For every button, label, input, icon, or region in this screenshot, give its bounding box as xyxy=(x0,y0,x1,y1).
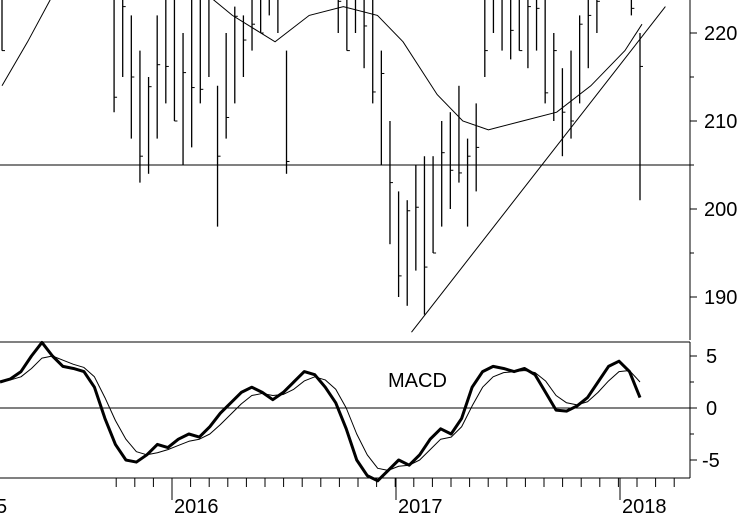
macd-tick-label: 0 xyxy=(706,398,717,420)
price-tick-label: 190 xyxy=(704,287,737,309)
price-bars-group xyxy=(1,0,643,315)
price-tick-label: 210 xyxy=(704,111,737,133)
macd-label: MACD xyxy=(388,370,447,392)
price-overlays-group xyxy=(0,0,690,333)
price-tick-label: 200 xyxy=(704,199,737,221)
macd-line xyxy=(0,340,642,483)
macd-tick-label: 5 xyxy=(706,346,717,368)
time-x-axis: 5 2016 2017 2018 xyxy=(0,478,675,518)
x-tick-label: 2016 xyxy=(174,496,219,518)
macd-lines-group xyxy=(0,340,642,483)
x-tick-label: 2018 xyxy=(622,496,667,518)
uptrend-line xyxy=(411,6,666,333)
price-y-axis: 190200210220230240250260 xyxy=(690,23,737,309)
x-tick-label: 2017 xyxy=(398,496,443,518)
price-tick-label: 220 xyxy=(704,23,737,45)
macd-tick-label: -5 xyxy=(702,450,720,472)
macd-signal-line xyxy=(0,355,641,471)
moving-average-line xyxy=(1,0,643,131)
x-tick-label: 5 xyxy=(0,496,7,518)
